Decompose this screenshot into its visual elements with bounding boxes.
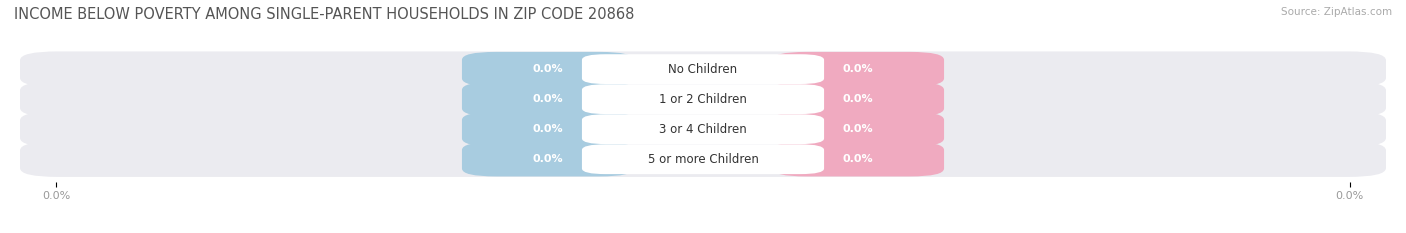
Text: 0.0%: 0.0%	[844, 64, 873, 74]
Text: 0.0%: 0.0%	[533, 124, 562, 134]
Text: Source: ZipAtlas.com: Source: ZipAtlas.com	[1281, 7, 1392, 17]
Text: INCOME BELOW POVERTY AMONG SINGLE-PARENT HOUSEHOLDS IN ZIP CODE 20868: INCOME BELOW POVERTY AMONG SINGLE-PARENT…	[14, 7, 634, 22]
FancyBboxPatch shape	[582, 114, 824, 144]
FancyBboxPatch shape	[463, 52, 634, 86]
FancyBboxPatch shape	[463, 112, 634, 146]
FancyBboxPatch shape	[20, 111, 1386, 147]
Text: 3 or 4 Children: 3 or 4 Children	[659, 123, 747, 136]
FancyBboxPatch shape	[772, 112, 943, 146]
FancyBboxPatch shape	[20, 82, 1386, 117]
FancyBboxPatch shape	[20, 141, 1386, 177]
FancyBboxPatch shape	[772, 142, 943, 176]
FancyBboxPatch shape	[772, 52, 943, 86]
Text: No Children: No Children	[668, 63, 738, 76]
Text: 5 or more Children: 5 or more Children	[648, 153, 758, 166]
FancyBboxPatch shape	[463, 142, 634, 176]
FancyBboxPatch shape	[463, 82, 634, 116]
FancyBboxPatch shape	[582, 54, 824, 84]
FancyBboxPatch shape	[20, 51, 1386, 87]
FancyBboxPatch shape	[582, 144, 824, 174]
Text: 0.0%: 0.0%	[844, 154, 873, 164]
FancyBboxPatch shape	[582, 84, 824, 114]
Text: 0.0%: 0.0%	[533, 64, 562, 74]
Text: 1 or 2 Children: 1 or 2 Children	[659, 93, 747, 106]
FancyBboxPatch shape	[772, 82, 943, 116]
Text: 0.0%: 0.0%	[533, 154, 562, 164]
Text: 0.0%: 0.0%	[844, 124, 873, 134]
Text: 0.0%: 0.0%	[533, 94, 562, 104]
Text: 0.0%: 0.0%	[844, 94, 873, 104]
